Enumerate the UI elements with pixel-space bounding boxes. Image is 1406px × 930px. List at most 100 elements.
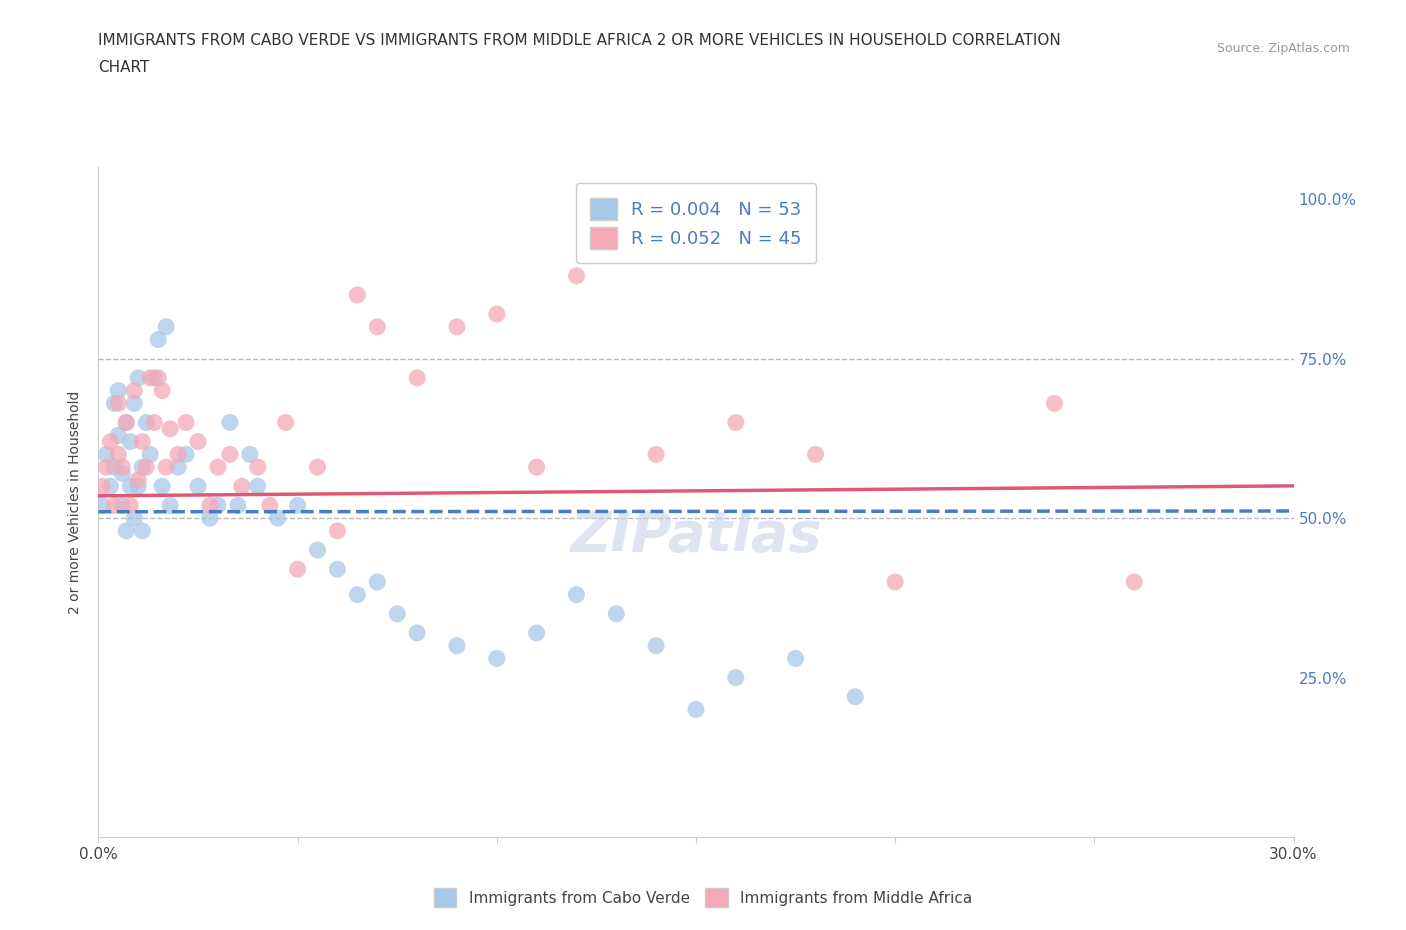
- Point: [231, 479, 253, 494]
- Text: IMMIGRANTS FROM CABO VERDE VS IMMIGRANTS FROM MIDDLE AFRICA 2 OR MORE VEHICLES I: IMMIGRANTS FROM CABO VERDE VS IMMIGRANTS…: [98, 33, 1062, 47]
- Point: [219, 447, 242, 462]
- Point: [785, 651, 807, 666]
- Point: [155, 319, 177, 334]
- Point: [246, 479, 269, 494]
- Point: [135, 415, 157, 430]
- Point: [287, 498, 309, 512]
- Point: [246, 459, 269, 474]
- Point: [96, 459, 118, 474]
- Point: [159, 498, 181, 512]
- Point: [100, 479, 122, 494]
- Point: [155, 459, 177, 474]
- Point: [1123, 575, 1146, 590]
- Point: [406, 626, 429, 641]
- Point: [107, 447, 129, 462]
- Point: [406, 370, 429, 385]
- Point: [565, 269, 588, 284]
- Point: [446, 638, 468, 653]
- Point: [385, 606, 409, 621]
- Point: [131, 434, 153, 449]
- Point: [446, 319, 468, 334]
- Point: [326, 562, 349, 577]
- Point: [804, 447, 827, 462]
- Legend: R = 0.004   N = 53, R = 0.052   N = 45: R = 0.004 N = 53, R = 0.052 N = 45: [575, 183, 817, 263]
- Point: [605, 606, 627, 621]
- Point: [124, 383, 146, 398]
- Point: [115, 415, 138, 430]
- Point: [167, 459, 190, 474]
- Point: [207, 459, 229, 474]
- Point: [148, 332, 170, 347]
- Point: [91, 479, 114, 494]
- Point: [150, 383, 173, 398]
- Point: [96, 447, 118, 462]
- Point: [198, 498, 221, 512]
- Point: [187, 434, 209, 449]
- Point: [111, 466, 134, 481]
- Point: [844, 689, 866, 704]
- Point: [526, 459, 548, 474]
- Point: [259, 498, 281, 512]
- Point: [307, 542, 329, 557]
- Point: [150, 479, 173, 494]
- Point: [565, 587, 588, 602]
- Point: [120, 498, 142, 512]
- Point: [111, 498, 134, 512]
- Point: [107, 396, 129, 411]
- Point: [326, 524, 349, 538]
- Point: [485, 307, 508, 322]
- Point: [127, 479, 149, 494]
- Point: [485, 651, 508, 666]
- Y-axis label: 2 or more Vehicles in Household: 2 or more Vehicles in Household: [69, 391, 83, 614]
- Point: [1043, 396, 1066, 411]
- Point: [103, 459, 125, 474]
- Point: [135, 459, 157, 474]
- Point: [187, 479, 209, 494]
- Point: [107, 428, 129, 443]
- Point: [287, 562, 309, 577]
- Point: [127, 472, 149, 487]
- Point: [174, 447, 197, 462]
- Point: [143, 415, 166, 430]
- Point: [645, 638, 668, 653]
- Point: [724, 415, 747, 430]
- Point: [366, 319, 388, 334]
- Point: [111, 459, 134, 474]
- Point: [645, 447, 668, 462]
- Point: [219, 415, 242, 430]
- Point: [159, 421, 181, 436]
- Point: [239, 447, 262, 462]
- Point: [124, 511, 146, 525]
- Point: [724, 671, 747, 685]
- Point: [131, 459, 153, 474]
- Text: Source: ZipAtlas.com: Source: ZipAtlas.com: [1216, 42, 1350, 55]
- Point: [143, 370, 166, 385]
- Point: [127, 370, 149, 385]
- Point: [139, 447, 162, 462]
- Point: [526, 626, 548, 641]
- Point: [115, 415, 138, 430]
- Point: [346, 587, 368, 602]
- Point: [100, 434, 122, 449]
- Point: [685, 702, 707, 717]
- Point: [167, 447, 190, 462]
- Legend: Immigrants from Cabo Verde, Immigrants from Middle Africa: Immigrants from Cabo Verde, Immigrants f…: [427, 883, 979, 913]
- Text: CHART: CHART: [98, 60, 150, 75]
- Point: [274, 415, 297, 430]
- Point: [148, 370, 170, 385]
- Point: [307, 459, 329, 474]
- Point: [103, 498, 125, 512]
- Point: [115, 524, 138, 538]
- Point: [120, 434, 142, 449]
- Point: [124, 396, 146, 411]
- Point: [103, 396, 125, 411]
- Point: [267, 511, 290, 525]
- Point: [366, 575, 388, 590]
- Text: ZIPatlas: ZIPatlas: [571, 509, 821, 563]
- Point: [226, 498, 249, 512]
- Point: [91, 498, 114, 512]
- Point: [884, 575, 907, 590]
- Point: [198, 511, 221, 525]
- Point: [346, 287, 368, 302]
- Point: [139, 370, 162, 385]
